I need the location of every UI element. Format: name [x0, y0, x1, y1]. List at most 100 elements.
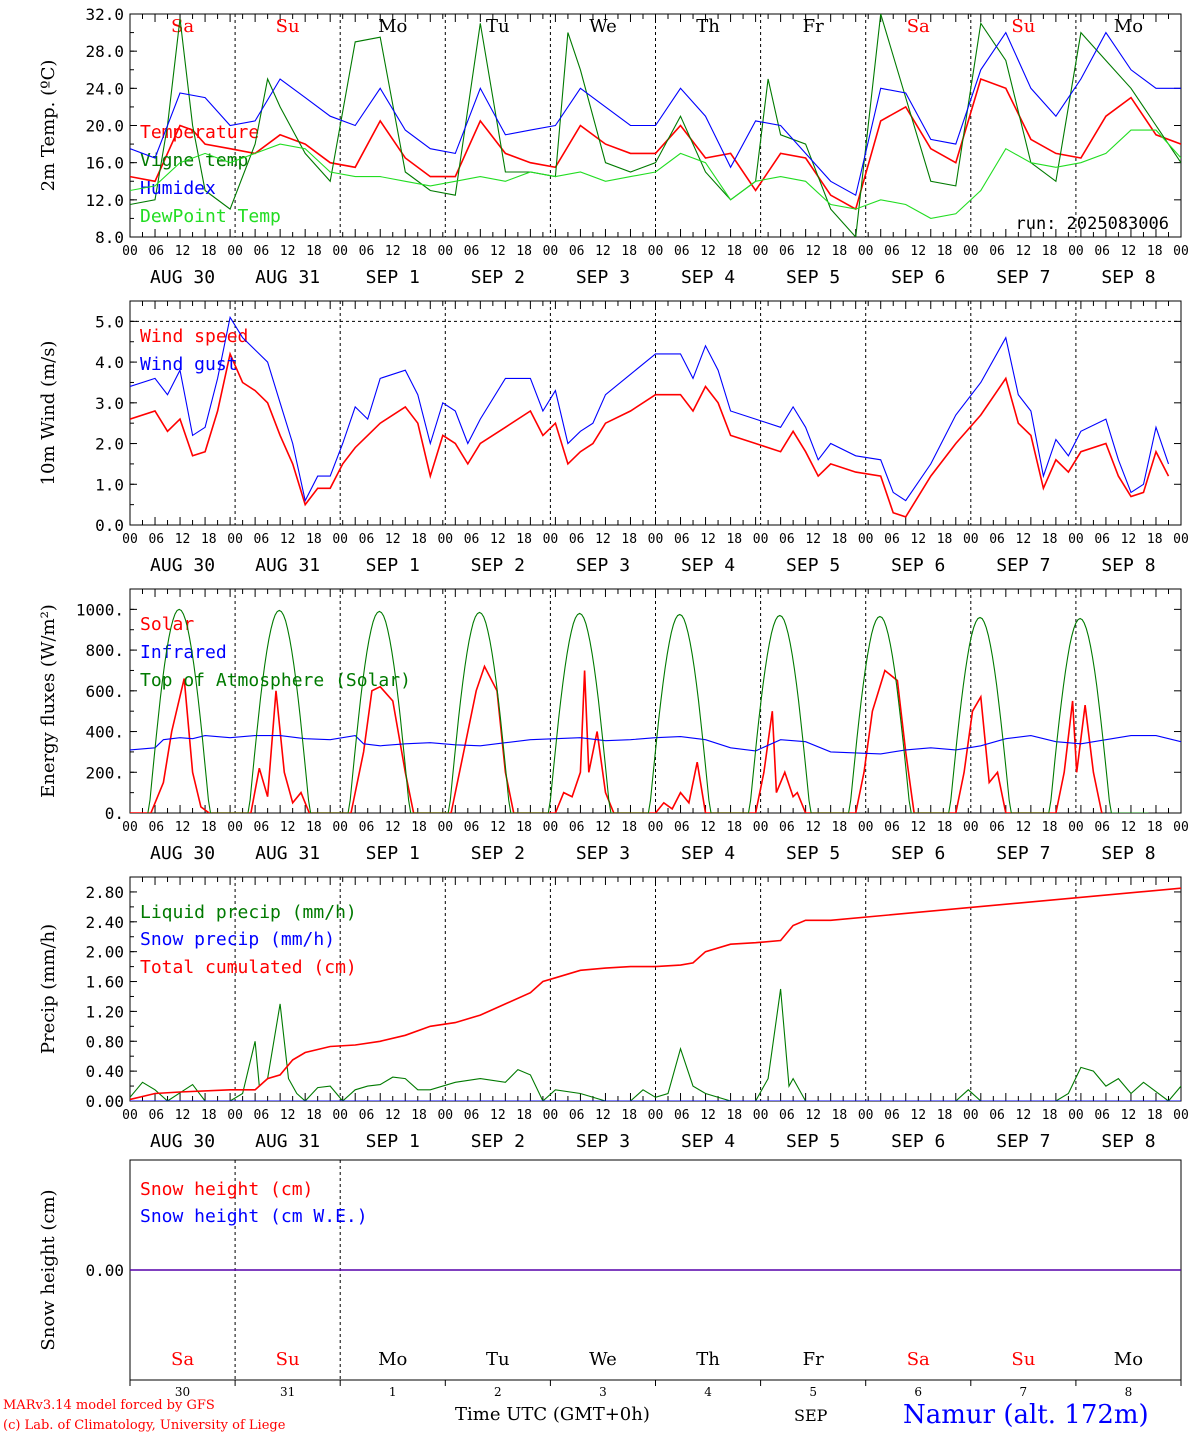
x-hour-label: 12 — [385, 532, 401, 547]
series-line — [130, 77, 1181, 211]
x-hour-label: 12 — [490, 1108, 506, 1123]
x-date-label: SEP 5 — [786, 267, 840, 288]
x-hour-label: 18 — [1147, 820, 1163, 835]
x-hour-label: 06 — [884, 532, 900, 547]
weekday-label: Sa — [907, 16, 930, 37]
x-hour-label: 00 — [227, 1108, 243, 1123]
x-date-label: SEP 2 — [471, 843, 525, 864]
x-hour-label: 00 — [437, 532, 453, 547]
x-date-label: SEP 6 — [891, 555, 945, 576]
x-hour-label: 12 — [385, 820, 401, 835]
x-hour-label: 00 — [332, 1108, 348, 1123]
x-hour-label: 06 — [254, 244, 270, 259]
x-hour-label: 00 — [1068, 532, 1084, 547]
x-hour-label: 00 — [543, 1108, 559, 1123]
x-day-number: 30 — [175, 1385, 190, 1399]
y-axis-label: Snow height (cm) — [38, 1189, 59, 1350]
x-hour-label: 00 — [858, 532, 874, 547]
y-tick-label: 12.0 — [85, 191, 124, 210]
weekday-label: Sa — [171, 1349, 194, 1370]
series-line — [130, 129, 1181, 219]
x-hour-label: 00 — [1068, 820, 1084, 835]
x-hour-label: 06 — [359, 244, 375, 259]
x-hour-label: 06 — [989, 244, 1005, 259]
x-date-label: SEP 6 — [891, 1131, 945, 1152]
x-hour-label: 06 — [569, 532, 585, 547]
x-hour-label: 06 — [884, 244, 900, 259]
x-hour-label: 00 — [122, 244, 138, 259]
x-hour-label: 00 — [753, 244, 769, 259]
x-hour-label: 06 — [148, 244, 164, 259]
legend-entry: Snow height (cm W.E.) — [140, 1206, 368, 1227]
y-axis-label: Precip (mm/h) — [38, 924, 59, 1054]
weekday-label: Sa — [907, 1349, 930, 1370]
x-hour-label: 12 — [595, 820, 611, 835]
x-hour-label: 06 — [569, 1108, 585, 1123]
x-date-label: SEP 2 — [471, 1131, 525, 1152]
x-hour-label: 00 — [227, 820, 243, 835]
x-hour-label: 18 — [1042, 244, 1058, 259]
x-hour-label: 06 — [884, 820, 900, 835]
x-date-label: AUG 31 — [255, 1131, 320, 1152]
x-hour-label: 06 — [1094, 820, 1110, 835]
weekday-label: Fr — [803, 16, 824, 37]
x-hour-label: 00 — [963, 532, 979, 547]
x-hour-label: 12 — [1121, 820, 1137, 835]
x-hour-label: 00 — [332, 244, 348, 259]
x-hour-label: 12 — [805, 532, 821, 547]
y-tick-label: 32.0 — [85, 5, 124, 24]
x-hour-label: 12 — [910, 1108, 926, 1123]
x-hour-label: 18 — [937, 244, 953, 259]
panel-5: 0.00 Snow height (cm) 30 31 1 2 3 4 5 6 7 8 Sa Su Mo Tu… — [38, 1159, 1182, 1399]
weekday-label: Su — [276, 16, 300, 37]
weekday-label: Tu — [486, 1349, 510, 1370]
x-hour-label: 18 — [726, 820, 742, 835]
x-hour-label: 18 — [1042, 532, 1058, 547]
x-hour-label: 18 — [516, 532, 532, 547]
weekday-label: Th — [696, 1349, 720, 1370]
legend-entry: Total cumulated (cm) — [140, 957, 357, 978]
y-tick-label: 16.0 — [85, 154, 124, 173]
x-date-label: SEP 8 — [1101, 1131, 1155, 1152]
series-line — [130, 735, 1181, 755]
x-hour-label: 00 — [1173, 244, 1189, 259]
x-hour-label: 18 — [306, 532, 322, 547]
x-date-label: SEP 3 — [576, 267, 630, 288]
x-hour-label: 00 — [648, 532, 664, 547]
x-day-number: 6 — [914, 1385, 922, 1399]
x-hour-label: 18 — [621, 1108, 637, 1123]
x-hour-label: 12 — [175, 532, 191, 547]
x-hour-label: 06 — [464, 820, 480, 835]
x-hour-label: 18 — [201, 532, 217, 547]
x-hour-label: 00 — [858, 820, 874, 835]
x-hour-label: 18 — [201, 820, 217, 835]
x-date-label: SEP 7 — [996, 555, 1050, 576]
legend-entry: DewPoint Temp — [140, 206, 281, 227]
x-hour-label: 06 — [884, 1108, 900, 1123]
x-hour-label: 12 — [175, 1108, 191, 1123]
x-hour-label: 06 — [254, 1108, 270, 1123]
x-hour-label: 18 — [516, 820, 532, 835]
weekday-label: Th — [696, 16, 720, 37]
x-hour-label: 00 — [543, 244, 559, 259]
x-hour-label: 12 — [700, 532, 716, 547]
x-hour-label: 00 — [227, 244, 243, 259]
x-date-label: SEP 1 — [366, 843, 420, 864]
x-hour-label: 18 — [411, 820, 427, 835]
x-hour-label: 00 — [332, 532, 348, 547]
x-hour-label: 06 — [779, 244, 795, 259]
x-day-number: 1 — [389, 1385, 397, 1399]
x-hour-label: 12 — [1016, 532, 1032, 547]
x-hour-label: 00 — [858, 244, 874, 259]
x-hour-label: 18 — [832, 532, 848, 547]
x-hour-label: 18 — [621, 820, 637, 835]
weekday-label: Mo — [1114, 1349, 1143, 1370]
x-day-number: 7 — [1020, 1385, 1028, 1399]
x-hour-label: 00 — [437, 820, 453, 835]
x-hour-label: 18 — [832, 820, 848, 835]
x-date-label: SEP 8 — [1101, 555, 1155, 576]
legend-entry: Wind speed — [140, 326, 248, 347]
weekday-label: We — [589, 16, 617, 37]
y-tick-label: 800. — [85, 641, 124, 660]
run-annotation: run: 2025083006 — [1015, 214, 1169, 234]
